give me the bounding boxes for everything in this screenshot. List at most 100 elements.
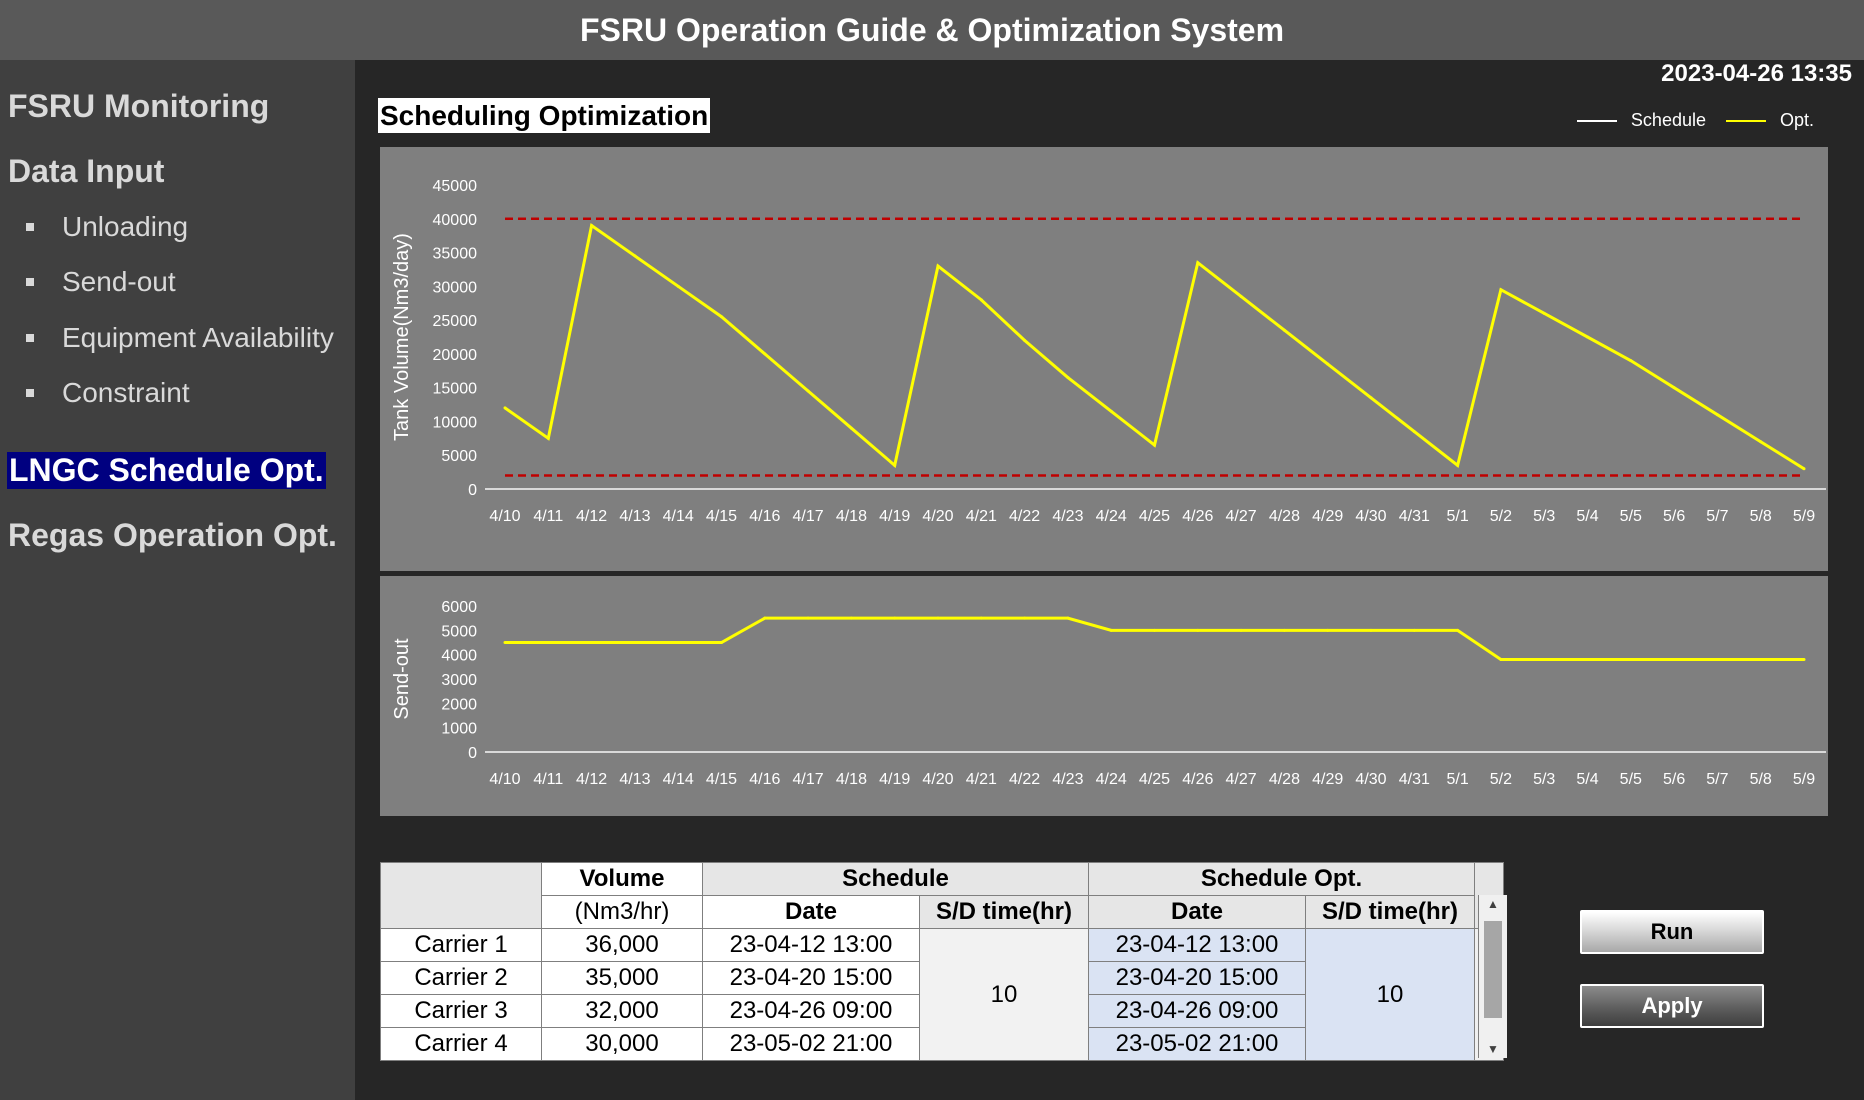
data-point [720, 315, 723, 319]
table-scrollbar[interactable]: ▲ ▼ [1478, 895, 1507, 1058]
y-tick-label: 30000 [433, 279, 478, 296]
data-point [893, 616, 897, 620]
send-out-chart-panel: 0 1000 2000 3000 4000 5000 6000 4/10 4/11 4/12 4/1… [380, 576, 1828, 816]
carrier-volume[interactable]: 36,000 [541, 928, 703, 962]
x-tick-label: 4/13 [619, 771, 650, 788]
x-tick-label: 4/29 [1312, 771, 1343, 788]
x-tick-label: 5/6 [1663, 508, 1685, 525]
table-row: Carrier 2 35,000 23-04-20 15:00 23-04-20… [380, 961, 1504, 995]
data-point [590, 224, 594, 228]
schedule-sd-time[interactable]: 10 [919, 928, 1089, 1061]
data-point [893, 463, 897, 467]
current-datetime: 2023-04-26 13:35 [1661, 60, 1852, 87]
x-tick-label: 4/24 [1096, 771, 1127, 788]
schedule-date[interactable]: 23-04-26 09:00 [702, 994, 920, 1028]
x-tick-label: 5/7 [1706, 508, 1728, 525]
x-tick-label: 5/2 [1490, 771, 1512, 788]
x-tick-label: 4/14 [663, 508, 694, 525]
data-point [849, 426, 853, 430]
y-axis-label: Send-out [391, 638, 413, 720]
x-tick-label: 5/1 [1446, 771, 1468, 788]
data-point [1586, 335, 1589, 339]
sidebar-item-send-out[interactable]: Send-out [26, 266, 176, 298]
table-row: Carrier 4 30,000 23-05-02 21:00 23-05-02… [380, 1027, 1504, 1061]
scroll-down-icon[interactable]: ▼ [1487, 1042, 1499, 1056]
x-tick-label: 4/21 [966, 771, 997, 788]
x-tick-label: 4/14 [663, 771, 694, 788]
data-point [676, 284, 680, 288]
volume-header: Volume [541, 862, 703, 896]
sidebar-item-lngc-schedule-opt[interactable]: LNGC Schedule Opt. [7, 452, 326, 489]
sidebar-item-data-input[interactable]: Data Input [8, 153, 165, 189]
x-tick-label: 5/6 [1663, 771, 1685, 788]
data-point [1023, 616, 1027, 620]
x-tick-label: 4/11 [533, 508, 563, 525]
table-corner [380, 862, 542, 929]
scroll-thumb[interactable] [1484, 921, 1502, 1018]
data-point [546, 436, 550, 440]
sidebar-item-unloading[interactable]: Unloading [26, 211, 188, 243]
data-point [1239, 628, 1243, 632]
x-tick-label: 4/31 [1399, 508, 1430, 525]
x-tick-label: 4/11 [533, 771, 563, 788]
x-tick-label: 4/15 [706, 508, 737, 525]
schedule-date[interactable]: 23-04-20 15:00 [702, 961, 920, 995]
chart-legend: Schedule Opt. [1576, 110, 1814, 131]
data-point [763, 352, 767, 356]
data-point [1153, 628, 1156, 632]
data-point [1282, 628, 1286, 632]
data-point [590, 641, 594, 644]
schedule-date[interactable]: 23-05-02 21:00 [702, 1027, 920, 1061]
scroll-up-icon[interactable]: ▲ [1487, 897, 1499, 911]
sidebar-item-constraint[interactable]: Constraint [26, 377, 190, 409]
data-point [1109, 628, 1113, 632]
sidebar-item-label: Unloading [62, 211, 189, 242]
data-point [1715, 658, 1719, 662]
carrier-volume[interactable]: 30,000 [541, 1027, 703, 1061]
data-point [1066, 616, 1070, 620]
schedule-date[interactable]: 23-04-12 13:00 [702, 928, 920, 962]
x-tick-label: 4/29 [1312, 508, 1343, 525]
opt-legend-label: Opt. [1779, 110, 1814, 130]
data-point [1196, 628, 1200, 632]
data-point [503, 406, 507, 410]
data-point [1759, 658, 1763, 662]
data-point [633, 641, 637, 644]
x-tick-label: 4/16 [749, 771, 780, 788]
data-point [1282, 328, 1286, 332]
data-point [763, 616, 767, 620]
y-tick-label: 0 [468, 745, 477, 762]
carrier-volume[interactable]: 35,000 [541, 961, 703, 995]
apply-button[interactable]: Apply [1580, 984, 1764, 1028]
data-point [1586, 658, 1589, 662]
sidebar-item-fsru-monitoring[interactable]: FSRU Monitoring [8, 88, 270, 124]
data-point [1499, 658, 1503, 662]
x-tick-label: 4/25 [1139, 508, 1170, 525]
carrier-name: Carrier 1 [380, 928, 542, 962]
sidebar-item-regas-operation-opt[interactable]: Regas Operation Opt. [8, 517, 337, 553]
data-point [979, 616, 983, 620]
schedule-header: Schedule [702, 862, 1089, 896]
x-tick-label: 4/25 [1139, 771, 1170, 788]
carrier-name: Carrier 3 [380, 994, 542, 1028]
data-point [546, 641, 550, 644]
x-tick-label: 4/17 [793, 771, 824, 788]
x-tick-label: 4/26 [1182, 508, 1213, 525]
schedule-date-header: Date [702, 895, 920, 929]
series-line [505, 616, 1804, 662]
carrier-volume[interactable]: 32,000 [541, 994, 703, 1028]
sidebar-item-equipment-availability[interactable]: Equipment Availability [26, 322, 334, 354]
y-tick-label: 2000 [441, 696, 477, 713]
x-tick-label: 5/1 [1446, 508, 1468, 525]
x-tick-label: 4/10 [489, 771, 520, 788]
data-point [676, 641, 680, 644]
x-tick-label: 4/16 [749, 508, 780, 525]
carrier-name: Carrier 4 [380, 1027, 542, 1061]
data-point [1109, 409, 1113, 413]
data-point [806, 616, 810, 620]
run-button[interactable]: Run [1580, 910, 1764, 954]
opt-date: 23-04-20 15:00 [1088, 961, 1306, 995]
sidebar-item-label: Equipment Availability [62, 322, 334, 353]
data-point [1239, 294, 1243, 298]
x-tick-label: 4/12 [576, 508, 607, 525]
